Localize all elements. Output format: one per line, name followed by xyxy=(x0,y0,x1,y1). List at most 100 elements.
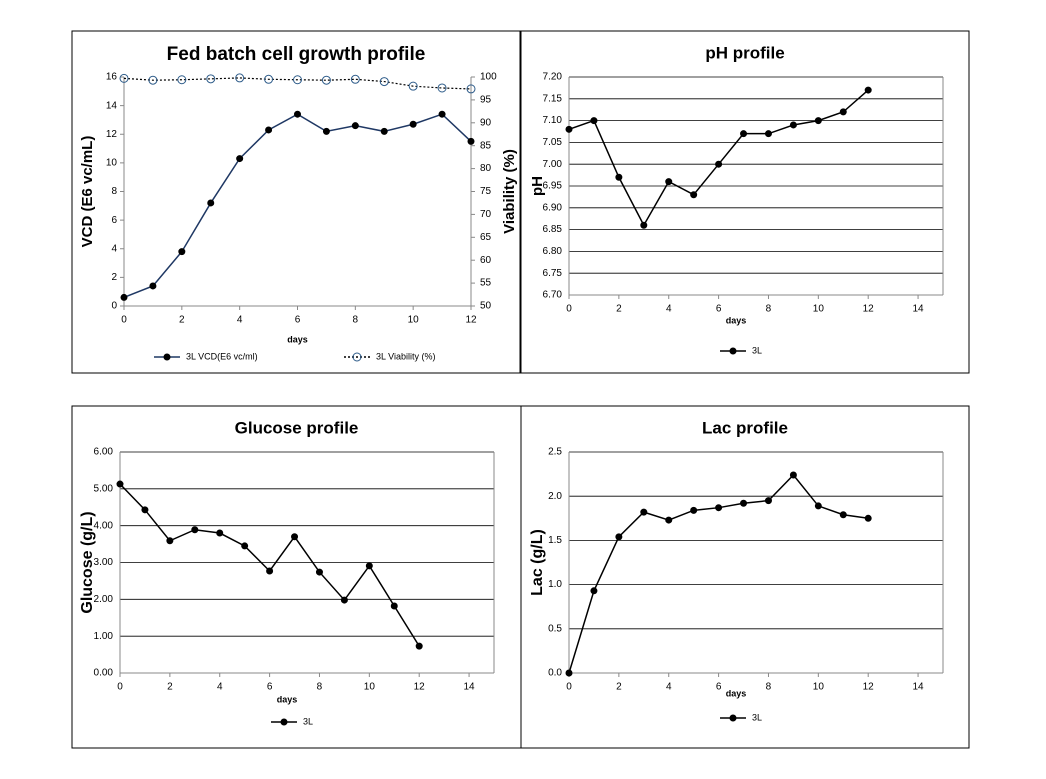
y-axis-label: VCD (E6 vc/mL) xyxy=(79,136,96,248)
data-point xyxy=(166,537,174,545)
x-tick-label: 10 xyxy=(364,682,376,693)
y-tick-label: 2 xyxy=(111,272,117,283)
legend-marker xyxy=(280,718,288,726)
x-tick-label: 14 xyxy=(464,682,476,693)
data-point xyxy=(351,122,359,130)
x-axis-label: days xyxy=(726,315,747,325)
data-point xyxy=(266,567,274,575)
data-point xyxy=(149,282,157,290)
y-tick-label: 1.0 xyxy=(548,579,562,590)
x-tick-label: 0 xyxy=(566,682,572,693)
data-point xyxy=(177,75,187,85)
x-tick-label: 4 xyxy=(237,315,243,326)
data-point xyxy=(264,74,274,84)
data-point xyxy=(390,602,398,610)
y2-tick-label: 90 xyxy=(480,117,492,128)
data-point xyxy=(839,511,847,519)
data-point xyxy=(409,120,417,128)
y-axis-label: Lac (g/L) xyxy=(529,529,546,596)
data-point xyxy=(615,533,623,541)
data-point xyxy=(408,81,418,91)
x-tick-label: 14 xyxy=(913,304,925,315)
y-tick-label: 1.5 xyxy=(548,535,562,546)
series-line xyxy=(568,89,869,227)
x-tick-label: 10 xyxy=(813,304,825,315)
data-point xyxy=(178,248,186,256)
data-point xyxy=(120,293,128,301)
y-tick-label: 0 xyxy=(111,301,117,312)
series-line xyxy=(123,77,472,90)
y-tick-label: 0.0 xyxy=(548,668,562,679)
data-point xyxy=(350,74,360,84)
y2-tick-label: 75 xyxy=(480,186,492,197)
x-tick-label: 2 xyxy=(179,315,185,326)
data-point xyxy=(590,117,598,125)
y2-tick-label: 100 xyxy=(480,72,497,83)
x-tick-label: 10 xyxy=(813,682,825,693)
x-tick-label: 12 xyxy=(863,304,875,315)
x-tick-label: 6 xyxy=(295,315,301,326)
data-point xyxy=(814,117,822,125)
y-tick-label: 6.70 xyxy=(543,290,563,301)
data-point xyxy=(141,506,149,514)
data-point xyxy=(715,504,723,512)
legend-label: 3L VCD(E6 vc/ml) xyxy=(186,351,258,361)
data-point xyxy=(191,526,199,534)
data-point xyxy=(379,77,389,87)
panel-border xyxy=(71,30,521,374)
data-point xyxy=(839,108,847,116)
data-point xyxy=(715,160,723,168)
chart-title: Lac profile xyxy=(702,418,788,437)
y-tick-label: 6.95 xyxy=(543,181,563,192)
y2-tick-label: 95 xyxy=(480,95,492,106)
y-tick-label: 6.90 xyxy=(543,202,563,213)
y-tick-label: 5.00 xyxy=(94,483,114,494)
panel-border xyxy=(520,30,970,374)
legend-label: 3L xyxy=(752,712,762,722)
y-tick-label: 7.00 xyxy=(543,159,563,170)
x-tick-label: 8 xyxy=(766,682,772,693)
y2-axis-label: Viability (%) xyxy=(501,149,518,234)
data-point xyxy=(565,669,573,677)
y-tick-label: 16 xyxy=(106,72,118,83)
data-point xyxy=(380,127,388,135)
data-point xyxy=(116,480,124,488)
x-tick-label: 0 xyxy=(566,304,572,315)
data-point xyxy=(565,125,573,133)
x-tick-label: 12 xyxy=(465,315,477,326)
data-point xyxy=(789,121,797,129)
data-point xyxy=(864,514,872,522)
y2-tick-label: 55 xyxy=(480,278,492,289)
y-tick-label: 7.05 xyxy=(543,137,563,148)
data-point xyxy=(740,130,748,138)
x-axis-label: days xyxy=(287,334,308,344)
data-point xyxy=(294,110,301,118)
y-tick-label: 2.0 xyxy=(548,491,562,502)
data-point xyxy=(640,508,648,516)
data-point xyxy=(690,506,698,514)
y-axis-label: Glucose (g/L) xyxy=(79,511,96,613)
y-tick-label: 2.5 xyxy=(548,447,562,458)
y2-tick-label: 50 xyxy=(480,301,492,312)
data-point xyxy=(365,562,373,570)
data-point xyxy=(322,127,330,135)
y-tick-label: 1.00 xyxy=(94,631,114,642)
y-tick-label: 12 xyxy=(106,129,118,140)
data-point xyxy=(148,75,158,85)
data-point xyxy=(665,516,673,524)
data-point xyxy=(207,199,215,207)
x-axis-label: days xyxy=(726,688,747,698)
y-tick-label: 14 xyxy=(106,100,118,111)
data-point xyxy=(690,191,698,199)
y-tick-label: 7.15 xyxy=(543,93,563,104)
y-tick-label: 10 xyxy=(106,158,118,169)
x-tick-label: 10 xyxy=(408,315,420,326)
x-tick-label: 6 xyxy=(716,682,722,693)
y-tick-label: 6.00 xyxy=(94,447,114,458)
data-point xyxy=(590,587,598,595)
y-tick-label: 6.80 xyxy=(543,246,563,257)
data-point xyxy=(864,86,872,94)
y-tick-label: 6 xyxy=(111,215,117,226)
x-axis-label: days xyxy=(277,694,298,704)
